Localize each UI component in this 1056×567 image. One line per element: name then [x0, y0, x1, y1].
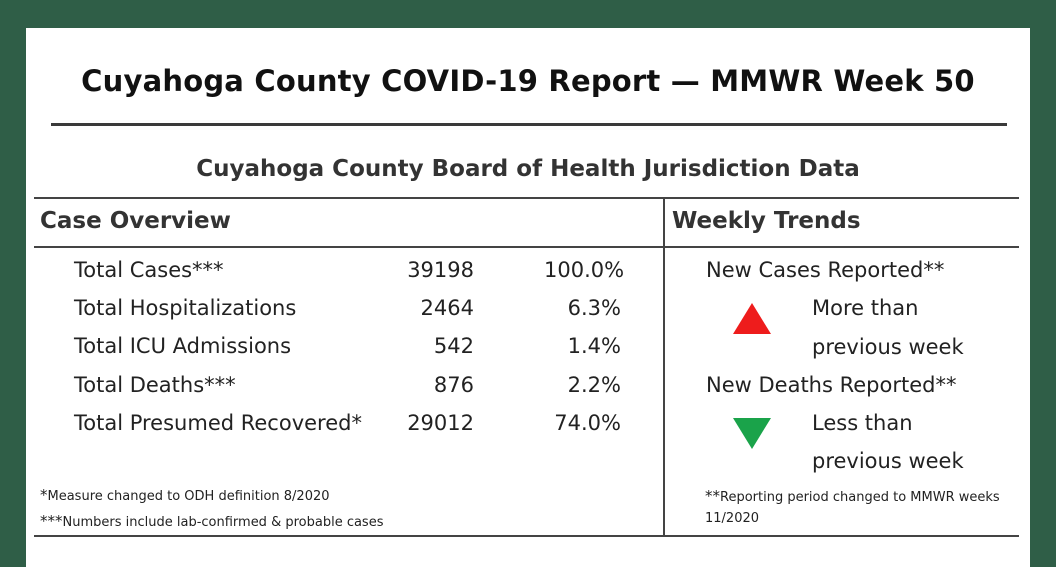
row-count: 876: [433, 373, 474, 397]
row-label: Total Cases***: [74, 258, 224, 282]
title-divider: [51, 123, 1007, 126]
row-count: 542: [433, 334, 474, 358]
down-arrow-icon: [733, 418, 771, 449]
table-top-rule: [34, 197, 1019, 199]
column-divider: [663, 197, 665, 537]
row-label: Total Presumed Recovered*: [74, 411, 362, 435]
new-cases-label: New Cases Reported**: [706, 258, 945, 282]
row-label: Total Hospitalizations: [74, 296, 297, 320]
row-label: Total ICU Admissions: [74, 334, 292, 358]
up-arrow-icon: [733, 303, 771, 334]
deaths-trend-text-2: previous week: [812, 449, 964, 473]
new-deaths-label: New Deaths Reported**: [706, 373, 957, 397]
weekly-trends-heading: Weekly Trends: [672, 208, 861, 234]
footnote-mark: ***: [40, 512, 63, 530]
table-header-rule: [34, 246, 1019, 248]
row-percent: 2.2%: [567, 373, 621, 397]
footnote-text: Numbers include lab-confirmed & probable…: [62, 515, 384, 530]
report-panel: Cuyahoga County COVID-19 Report — MMWR W…: [26, 28, 1030, 567]
row-percent: 1.4%: [567, 334, 621, 358]
deaths-trend-text-1: Less than: [812, 411, 913, 435]
footnote-text: Reporting period changed to MMWR weeks 1…: [705, 490, 1000, 526]
row-percent: 74.0%: [554, 411, 621, 435]
report-title: Cuyahoga County COVID-19 Report — MMWR W…: [81, 64, 975, 98]
cases-trend-text-2: previous week: [812, 335, 964, 359]
case-overview-heading: Case Overview: [40, 208, 231, 234]
row-count: 29012: [407, 411, 474, 435]
trends-footnote: **Reporting period changed to MMWR weeks…: [705, 486, 1005, 529]
footnote-mark: *: [40, 486, 48, 504]
row-percent: 100.0%: [544, 258, 625, 282]
footnote-mark: **: [705, 487, 720, 505]
table-bottom-rule: [34, 535, 1019, 537]
section-title: Cuyahoga County Board of Health Jurisdic…: [196, 156, 860, 182]
footnote-probable: ***Numbers include lab-confirmed & proba…: [40, 512, 383, 530]
footnote-measure: *Measure changed to ODH definition 8/202…: [40, 486, 330, 504]
row-count: 2464: [420, 296, 474, 320]
cases-trend-text-1: More than: [812, 296, 919, 320]
row-label: Total Deaths***: [74, 373, 236, 397]
row-count: 39198: [407, 258, 474, 282]
footnote-text: Measure changed to ODH definition 8/2020: [47, 489, 330, 504]
row-percent: 6.3%: [567, 296, 621, 320]
